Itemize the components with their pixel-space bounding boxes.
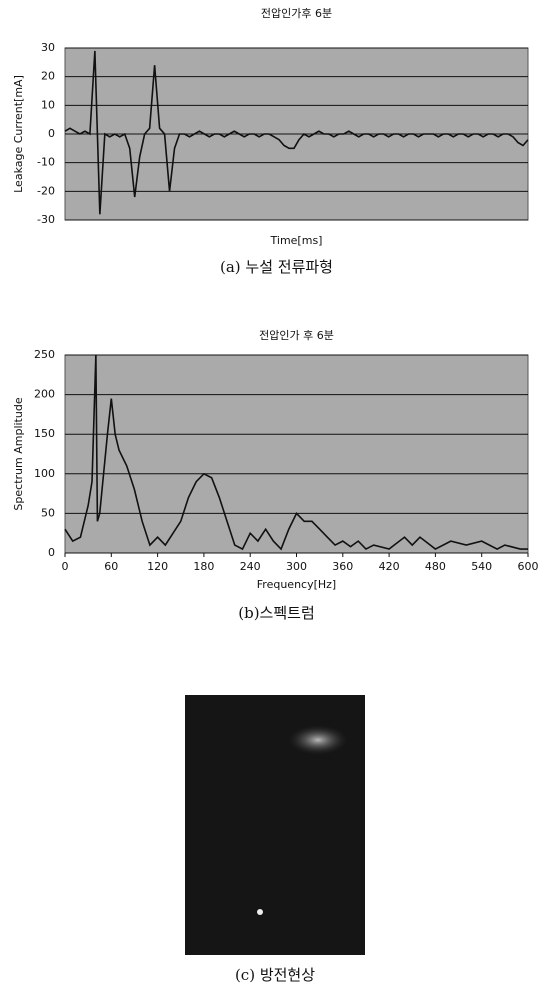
x-tick-label: 60 [104, 560, 118, 573]
caption: (b)스펙트럼 [238, 604, 315, 622]
chart-title: 전압인가후 6분 [261, 7, 332, 20]
x-tick-label: 540 [471, 560, 492, 573]
y-tick-label: 100 [34, 467, 55, 480]
x-axis-label: Frequency[Hz] [257, 578, 336, 591]
x-tick-label: 480 [425, 560, 446, 573]
caption: (a) 누설 전류파형 [220, 258, 333, 276]
x-tick-label: 600 [518, 560, 539, 573]
y-tick-label: 0 [48, 127, 55, 140]
x-tick-label: 420 [379, 560, 400, 573]
y-axis-label: Spectrum Amplitude [12, 397, 25, 510]
x-tick-label: 240 [240, 560, 261, 573]
plot-area [65, 355, 528, 553]
y-tick-label: 150 [34, 427, 55, 440]
y-tick-label: -30 [37, 213, 55, 226]
photo-spark [257, 909, 263, 915]
y-tick-label: 20 [41, 70, 55, 83]
x-axis-label: Time[ms] [270, 234, 323, 247]
y-tick-label: 250 [34, 348, 55, 361]
x-tick-label: 300 [286, 560, 307, 573]
chart-title: 전압인가 후 6분 [259, 329, 334, 342]
photo-caption: (c) 방전현상 [235, 966, 315, 984]
y-axis-label: Leakage Current[mA] [12, 75, 25, 193]
page: (c) 방전현상 전압인가후 6분 -30 -20 -10 0 10 20 30 Leakage… [0, 0, 550, 992]
x-tick-label: 360 [332, 560, 353, 573]
y-tick-label: -20 [37, 184, 55, 197]
y-tick-label: 50 [41, 506, 55, 519]
figure: (c) 방전현상 전압인가후 6분 -30 -20 -10 0 10 20 30 Leakage… [0, 0, 550, 992]
y-tick-label: 200 [34, 388, 55, 401]
y-tick-label: 30 [41, 41, 55, 54]
x-tick-label: 180 [193, 560, 214, 573]
x-tick-label: 120 [147, 560, 168, 573]
y-tick-label: 0 [48, 546, 55, 559]
photo-glow [288, 725, 348, 755]
x-tick-label: 0 [62, 560, 69, 573]
y-tick-label: 10 [41, 98, 55, 111]
y-tick-label: -10 [37, 156, 55, 169]
